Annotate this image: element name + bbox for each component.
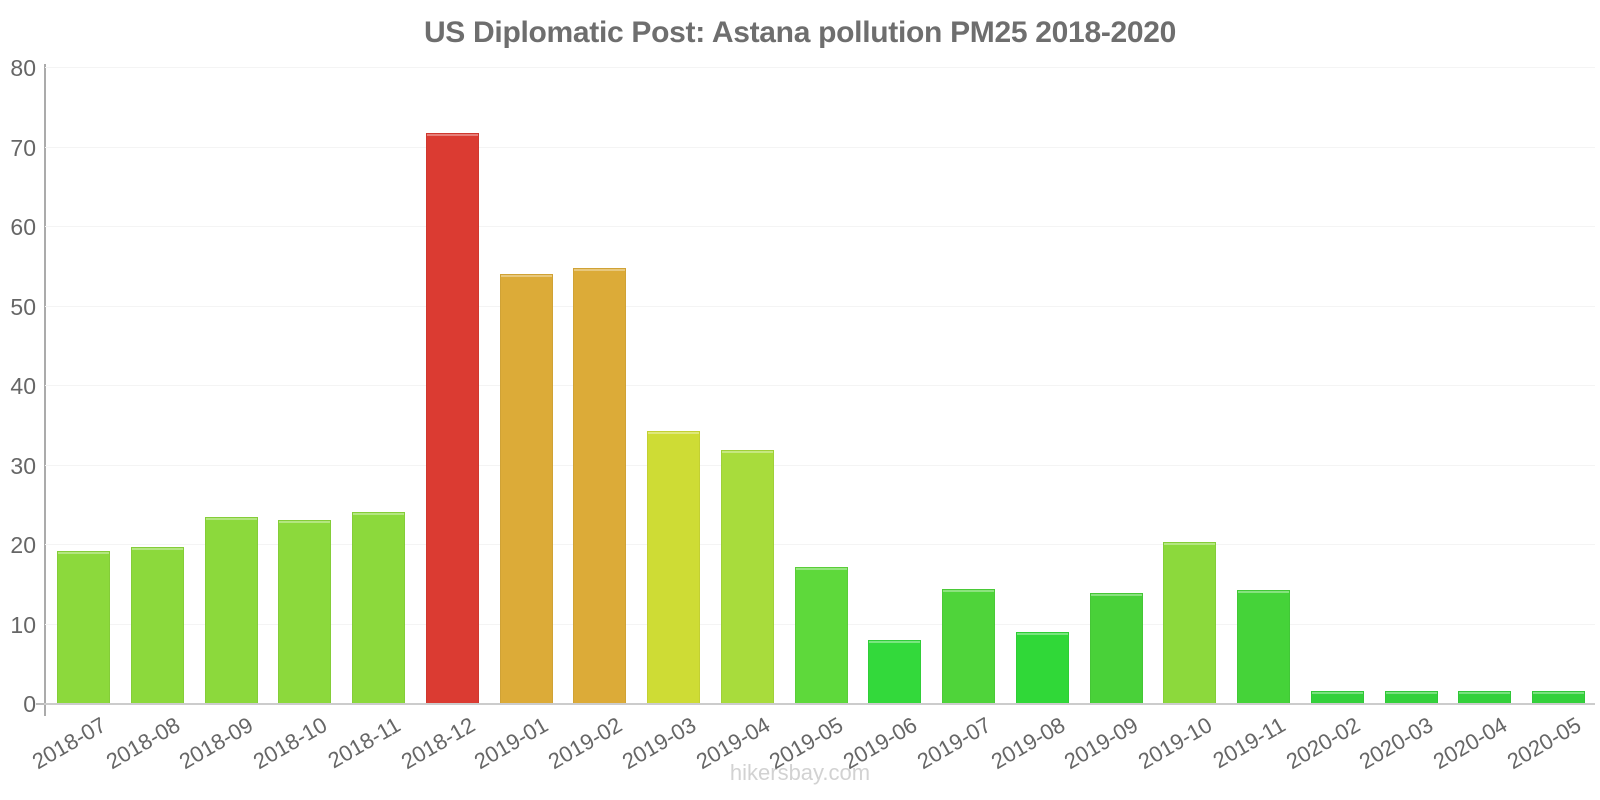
watermark-text: hikersbay.com [729,760,871,785]
bar-2019-07 [942,588,995,704]
y-tick-label-70: 70 [10,134,36,161]
y-tick-label-30: 30 [10,452,36,479]
gridline-60 [45,226,1595,227]
y-tick-label-80: 80 [10,55,36,81]
bar-2019-08 [1015,631,1069,704]
bar-2019-11 [1237,589,1290,704]
plot-area [45,67,1595,704]
y-axis-line [44,64,46,716]
gridline-70 [45,146,1595,148]
bar-2018-09 [204,517,258,704]
bar-2019-10 [1163,541,1217,704]
bar-2019-02 [573,267,627,704]
bar-2019-09 [1089,592,1143,704]
y-tick-label-20: 20 [10,532,36,558]
bar-2018-07 [57,550,110,704]
bar-2019-06 [868,640,922,704]
bar-2020-04 [1458,690,1512,704]
y-tick-label-0: 0 [23,691,36,717]
gridline-40 [45,385,1595,386]
bar-2018-12 [425,133,479,704]
y-tick-label-40: 40 [10,373,36,399]
bar-2020-03 [1384,690,1438,704]
bar-2018-08 [130,547,184,704]
bar-2019-03 [647,430,700,704]
x-axis-baseline [44,703,1595,705]
gridline-30 [45,464,1595,466]
bar-2019-01 [499,273,553,704]
bar-2019-05 [794,567,848,704]
bar-2020-05 [1532,690,1585,704]
chart-title: US Diplomatic Post: Astana pollution PM2… [423,16,1177,49]
gridline-20 [45,544,1595,545]
y-tick-label-60: 60 [10,214,36,240]
bar-2018-11 [352,512,405,704]
gridline-50 [45,305,1595,307]
bar-2019-04 [720,450,774,704]
y-tick-label-10: 10 [10,611,36,638]
y-tick-label-50: 50 [10,293,36,320]
gridline-80 [45,67,1595,68]
bar-2018-10 [278,519,332,704]
bar-2020-02 [1310,690,1364,704]
y-axis-zero-tick [36,703,44,705]
